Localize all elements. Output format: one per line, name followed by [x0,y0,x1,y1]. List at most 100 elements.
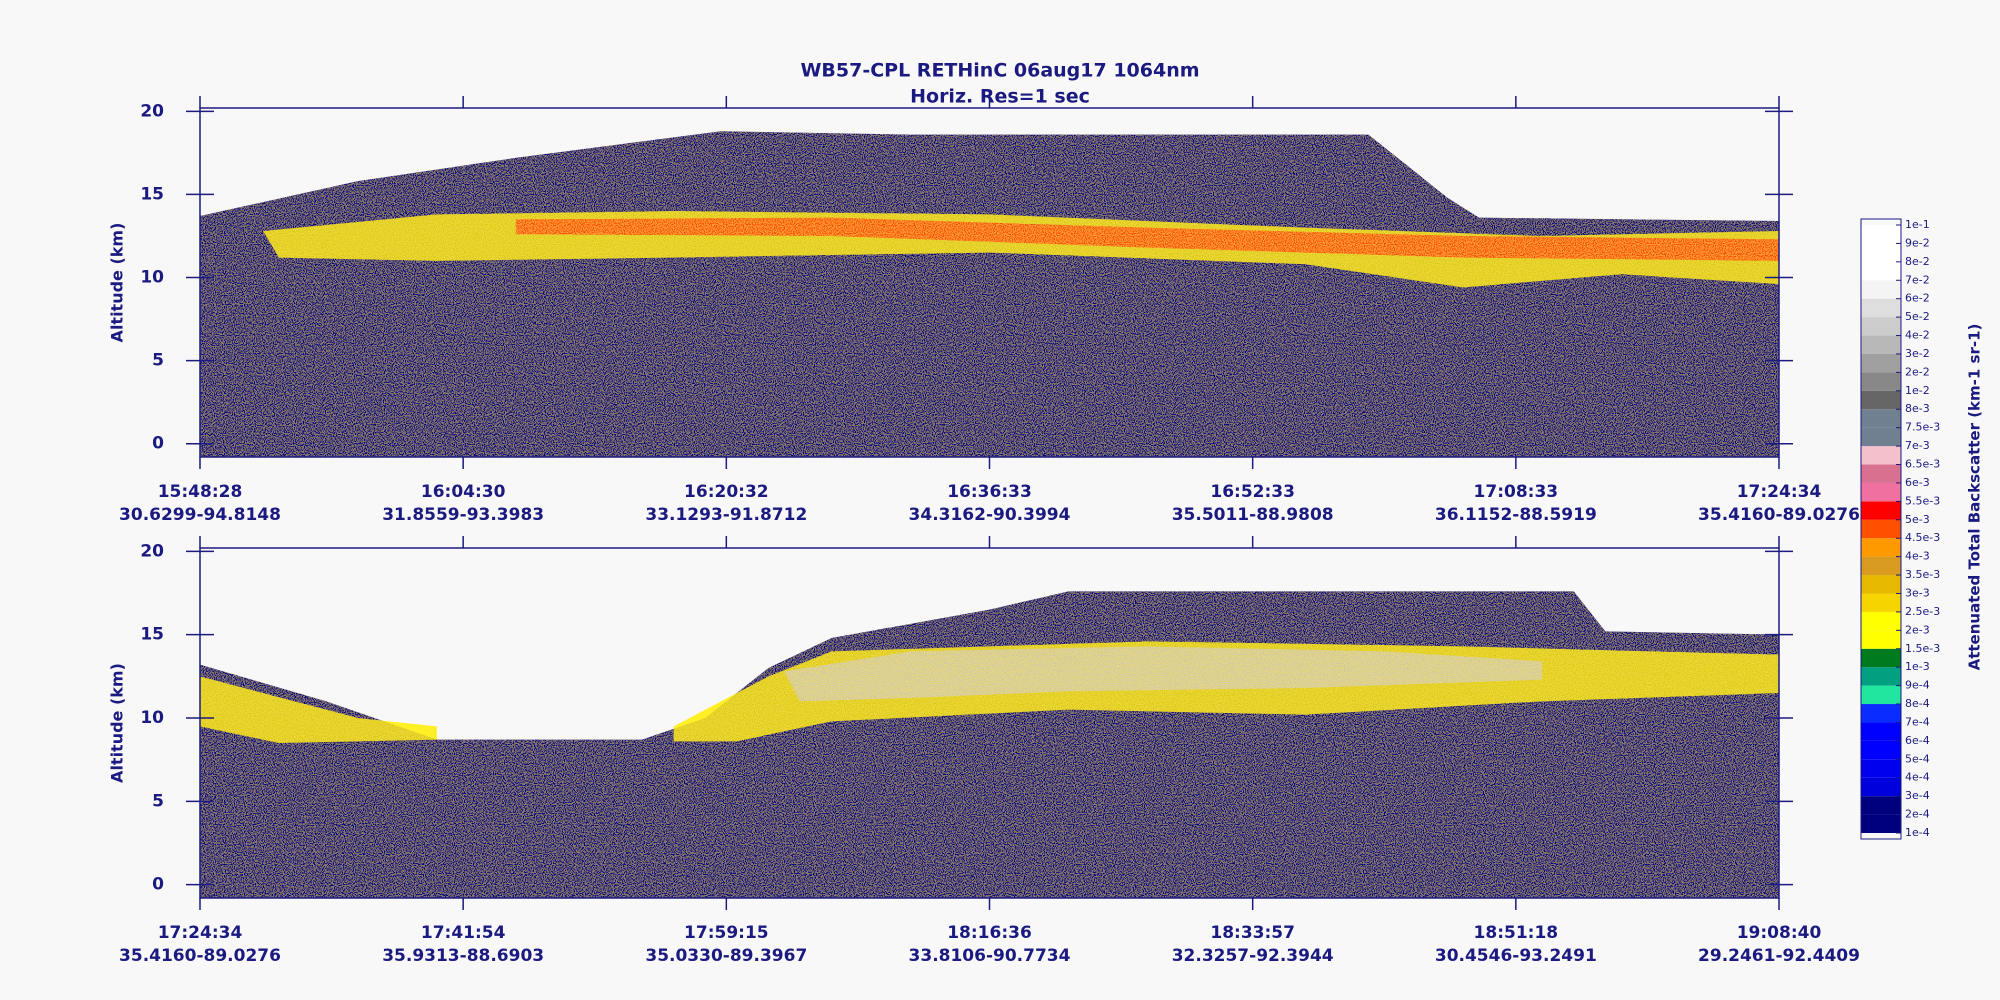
x-tick-location: 35.9313-88.6903 [382,946,544,966]
x-tick-location: 31.8559-93.3983 [382,505,544,525]
x-tick-location: 36.1152-88.5919 [1435,505,1597,525]
x-tick-location: 30.4546-93.2491 [1435,946,1597,966]
colorbar-tick-label: 7e-3 [1905,439,1930,452]
colorbar-band [1861,722,1901,741]
colorbar-tick-label: 5.5e-3 [1905,494,1940,507]
title: WB57-CPL RETHinC 06aug17 1064nm [800,60,1199,82]
colorbar-tick-label: 4e-3 [1905,550,1930,563]
colorbar-tick-label: 2.5e-3 [1905,605,1940,618]
colorbar-tick-label: 5e-3 [1905,513,1930,526]
y-axis-label: Altitude (km) [108,223,127,343]
colorbar-tick-label: 1e-3 [1905,660,1930,673]
colorbar-tick-label: 5e-4 [1905,752,1930,765]
colorbar-band [1861,409,1901,428]
colorbar-label: Attenuated Total Backscatter (km-1 sr-1) [1966,324,1984,671]
colorbar-tick-label: 1e-1 [1905,218,1930,231]
colorbar-band [1861,648,1901,668]
colorbar-tick-label: 9e-4 [1905,679,1930,692]
x-tick-label: 17:41:54 [421,923,506,943]
colorbar-band [1861,225,1901,244]
colorbar-band [1861,814,1901,833]
colorbar-band [1861,777,1901,797]
x-tick-label: 17:24:34 [158,923,243,943]
y-tick-label: 20 [140,101,164,121]
colorbar-tick-label: 9e-2 [1905,236,1930,249]
x-tick-location: 32.3257-92.3944 [1172,946,1334,966]
y-tick-label: 0 [152,875,164,895]
colorbar-band [1861,796,1901,815]
colorbar-tick-label: 8e-4 [1905,697,1930,710]
x-tick-location: 35.5011-88.9808 [1172,505,1334,525]
colorbar-band [1861,372,1901,391]
colorbar-tick-label: 7e-2 [1905,273,1930,286]
y-tick-label: 20 [140,541,164,561]
colorbar-tick-label: 8e-2 [1905,255,1930,268]
colorbar-tick-label: 1.5e-3 [1905,642,1940,655]
colorbar-band [1861,482,1901,502]
colorbar-tick-label: 7e-4 [1905,715,1930,728]
y-tick-label: 5 [152,791,164,811]
x-tick-location: 29.2461-92.4409 [1698,946,1860,966]
x-tick-location: 33.8106-90.7734 [909,946,1071,966]
y-axis-label: Altitude (km) [108,663,127,783]
colorbar-band [1861,317,1901,336]
colorbar-band [1861,335,1901,354]
colorbar-tick-label: 8e-3 [1905,402,1930,415]
colorbar-band [1861,704,1901,723]
colorbar-band [1861,759,1901,778]
colorbar-tick-label: 2e-3 [1905,623,1930,636]
colorbar-band [1861,353,1901,373]
colorbar-tick-label: 7.5e-3 [1905,421,1940,434]
subtitle: Horiz. Res=1 sec [910,86,1090,108]
curtain-noise [200,131,1779,457]
x-tick-label: 16:20:32 [684,482,769,502]
curtain [200,131,1779,457]
colorbar-band [1861,501,1901,520]
colorbar-tick-label: 2e-4 [1905,808,1930,821]
y-tick-label: 15 [140,184,164,204]
x-tick-location: 34.3162-90.3994 [909,505,1071,525]
colorbar-frame [1860,218,1902,840]
colorbar-band [1861,538,1901,557]
colorbar-band [1861,593,1901,612]
colorbar-band [1861,390,1901,410]
colorbar-tick-label: 6e-3 [1905,476,1930,489]
colorbar-tick-label: 6e-2 [1905,292,1930,305]
colorbar-band [1861,519,1901,539]
colorbar-tick-label: 3.5e-3 [1905,568,1940,581]
colorbar-tick-label: 2e-2 [1905,365,1930,378]
colorbar-tick-label: 1e-4 [1905,826,1930,839]
curtain-noise [200,591,1779,898]
colorbar-tick-label: 6.5e-3 [1905,458,1940,471]
x-tick-label: 16:04:30 [421,482,506,502]
colorbar-band [1861,630,1901,649]
colorbar-band [1861,667,1901,686]
x-tick-label: 17:59:15 [684,923,769,943]
colorbar-band [1861,464,1901,483]
colorbar-band [1861,261,1901,281]
colorbar-tick-label: 5e-2 [1905,310,1930,323]
colorbar-tick-label: 1e-2 [1905,384,1930,397]
y-tick-label: 10 [140,708,164,728]
y-tick-label: 5 [152,351,164,371]
x-tick-label: 17:24:34 [1737,482,1822,502]
x-tick-location: 33.1293-91.8712 [645,505,807,525]
x-tick-label: 17:08:33 [1474,482,1559,502]
colorbar-band [1861,298,1901,318]
x-tick-label: 18:51:18 [1474,923,1559,943]
colorbar-band [1861,740,1901,760]
x-tick-location: 30.6299-94.8148 [119,505,281,525]
x-tick-label: 15:48:28 [158,482,243,502]
colorbar-tick-label: 4e-4 [1905,771,1930,784]
curtain [200,591,1780,898]
colorbar-tick-label: 4.5e-3 [1905,531,1940,544]
colorbar-band [1861,280,1901,299]
colorbar-tick-label: 3e-3 [1905,586,1930,599]
colorbar-tick-label: 3e-2 [1905,347,1930,360]
x-tick-location: 35.0330-89.3967 [645,946,807,966]
colorbar-tick-label: 6e-4 [1905,734,1930,747]
colorbar-band [1861,556,1901,576]
colorbar-band [1861,685,1901,705]
x-tick-label: 16:36:33 [947,482,1032,502]
